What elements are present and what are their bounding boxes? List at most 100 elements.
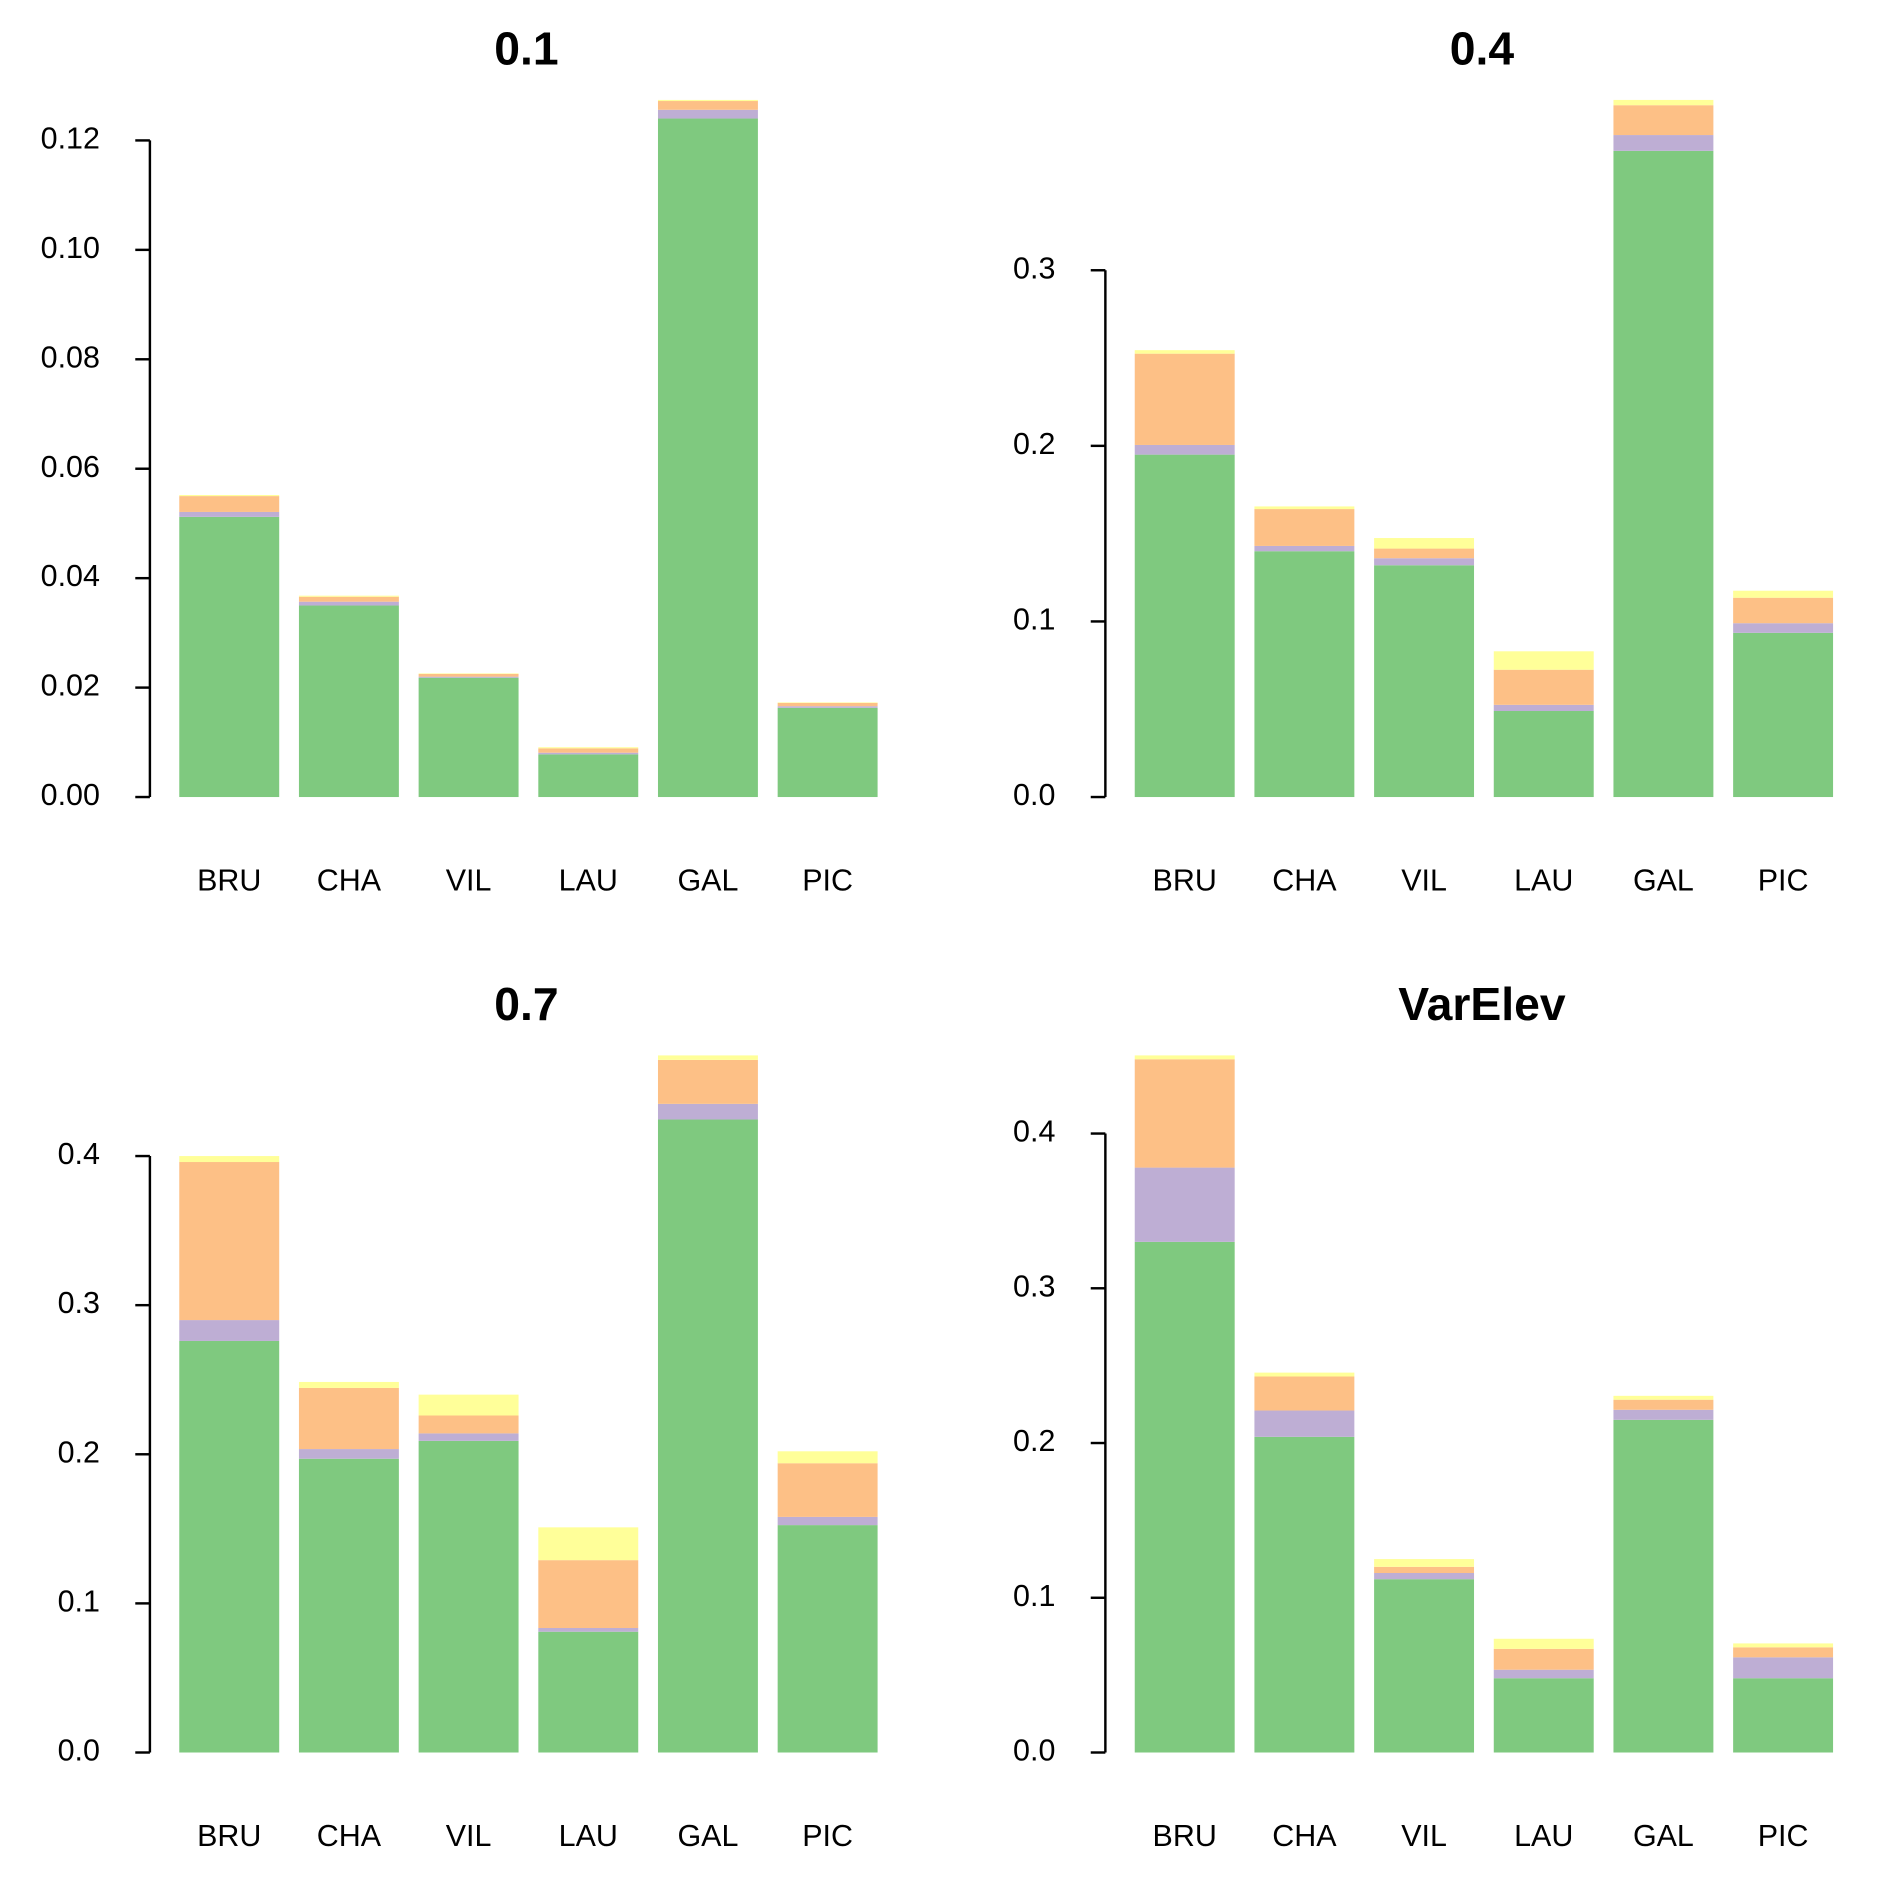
bar-segment <box>418 1415 519 1434</box>
bar-segment <box>179 494 280 497</box>
bar-segment <box>1613 1395 1714 1400</box>
bar-segment <box>179 1162 280 1321</box>
y-tick-label: 0.4 <box>58 1137 100 1171</box>
bar-segment <box>1493 704 1594 711</box>
x-tick-label: LAU <box>559 1819 618 1853</box>
y-tick-label: 0.12 <box>41 121 100 155</box>
bar-segment <box>777 1463 878 1517</box>
bar-segment <box>1374 1573 1475 1580</box>
bar-segment <box>1493 669 1594 705</box>
bar-segment <box>298 1458 399 1753</box>
y-tick-label: 0.4 <box>1013 1115 1055 1149</box>
bar-segment <box>1134 1055 1235 1060</box>
bar-segment <box>1254 1410 1355 1437</box>
bar-segment <box>1374 548 1475 559</box>
bar-segment <box>538 1560 639 1628</box>
bar-segment <box>1493 1678 1594 1753</box>
bar-segment <box>657 118 758 798</box>
x-tick-label: PIC <box>1758 1819 1809 1853</box>
bar-segment <box>1254 545 1355 552</box>
bar-segment <box>418 673 519 674</box>
chart-title: 0.4 <box>1450 23 1515 75</box>
bar-segment <box>1374 565 1475 798</box>
bar-segment <box>538 747 639 749</box>
bar-segment <box>1613 150 1714 798</box>
bar-segment <box>1493 651 1594 670</box>
bar-segment <box>1613 105 1714 136</box>
x-tick-label: LAU <box>559 863 618 897</box>
bar-segment <box>1613 1409 1714 1420</box>
bar-segment <box>418 677 519 798</box>
bar-segment <box>1733 590 1834 598</box>
bar-segment <box>657 101 758 110</box>
bar-segment <box>657 1055 758 1060</box>
x-tick-label: CHA <box>317 1819 382 1853</box>
bar-segment <box>179 516 280 798</box>
bar-segment <box>1733 1657 1834 1679</box>
bar-segment <box>1374 1579 1475 1753</box>
chart-title: 0.1 <box>494 23 558 75</box>
x-tick-label: VIL <box>446 863 492 897</box>
bar-segment <box>657 99 758 102</box>
y-tick-label: 0.02 <box>41 669 100 703</box>
x-tick-label: CHA <box>317 863 382 897</box>
x-tick-label: PIC <box>1758 863 1809 897</box>
bar-segment <box>1254 509 1355 546</box>
bar-segment <box>298 1387 399 1450</box>
bar-segment <box>298 1381 399 1388</box>
bar-segment <box>777 1451 878 1464</box>
bar-segment <box>1733 1643 1834 1648</box>
x-tick-label: GAL <box>677 1819 738 1853</box>
bar-segment <box>1733 623 1834 633</box>
bar-segment <box>777 1525 878 1753</box>
y-tick-label: 0.0 <box>1013 1734 1055 1768</box>
x-tick-label: PIC <box>802 863 853 897</box>
bar-segment <box>1254 506 1355 510</box>
bar-segment <box>538 748 639 753</box>
bar-segment <box>1134 1241 1235 1753</box>
y-tick-label: 0.2 <box>1013 1424 1055 1458</box>
y-tick-label: 0.06 <box>41 450 100 484</box>
chart-title: 0.7 <box>494 978 558 1030</box>
bar-segment <box>538 1627 639 1632</box>
y-tick-label: 0.1 <box>58 1584 100 1618</box>
bar-segment <box>657 109 758 119</box>
x-tick-label: CHA <box>1272 863 1337 897</box>
y-tick-label: 0.00 <box>41 778 100 812</box>
bar-segment <box>1134 454 1235 798</box>
bar-segment <box>1493 1638 1594 1649</box>
y-tick-label: 0.3 <box>58 1286 100 1320</box>
x-tick-label: GAL <box>1633 1819 1694 1853</box>
x-tick-label: VIL <box>446 1819 492 1853</box>
x-tick-label: LAU <box>1514 1819 1573 1853</box>
x-tick-label: BRU <box>1153 863 1217 897</box>
bar-segment <box>298 595 399 597</box>
x-tick-label: BRU <box>1153 1819 1217 1853</box>
bar-segment <box>298 1449 399 1459</box>
bar-segment <box>1254 551 1355 798</box>
y-tick-label: 0.3 <box>1013 251 1055 285</box>
bar-segment <box>538 752 639 755</box>
y-tick-label: 0.2 <box>1013 427 1055 461</box>
bar-segment <box>179 1156 280 1163</box>
bar-segment <box>1733 1678 1834 1753</box>
bar-segment <box>1374 558 1475 566</box>
bar-segment <box>777 1516 878 1526</box>
bar-segment <box>1613 1419 1714 1753</box>
bar-segment <box>1374 1559 1475 1567</box>
bar-segment <box>1374 538 1475 549</box>
bar-segment <box>298 601 399 606</box>
bar-segment <box>418 1394 519 1416</box>
bar-segment <box>1374 1566 1475 1574</box>
bar-segment <box>1134 444 1235 455</box>
bar-segment <box>418 673 519 677</box>
bar-segment <box>1134 1059 1235 1168</box>
bar-segment <box>179 1340 280 1753</box>
bar-segment <box>179 1320 280 1341</box>
x-tick-label: BRU <box>197 863 261 897</box>
bar-segment <box>1613 1399 1714 1410</box>
bar-segment <box>1733 1647 1834 1658</box>
bar-segment <box>1493 1669 1594 1679</box>
bar-segment <box>1493 710 1594 798</box>
